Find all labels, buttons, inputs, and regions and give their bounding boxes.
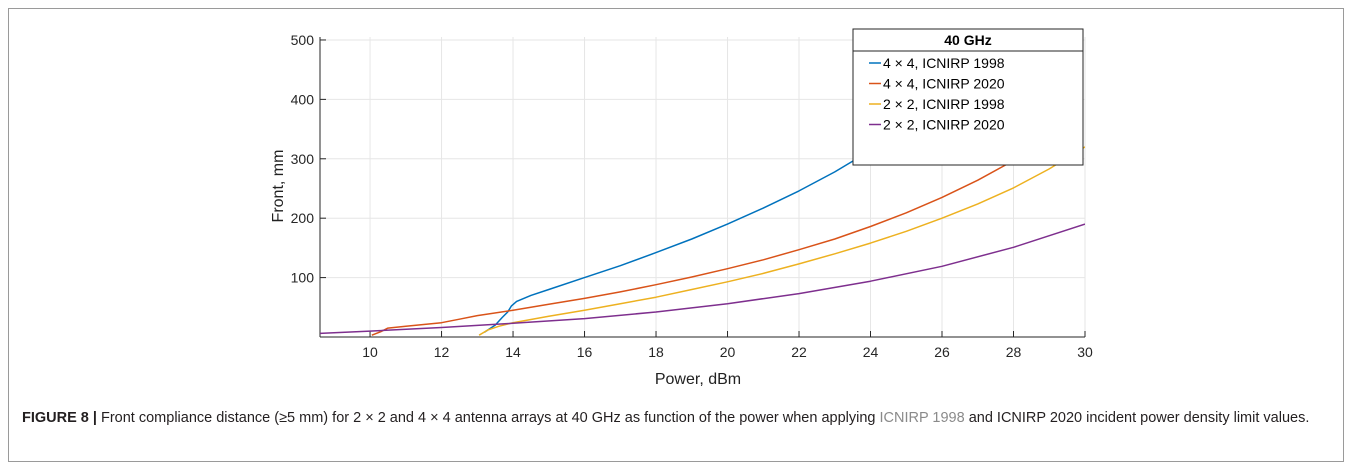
y-axis-label: Front, mm xyxy=(270,150,287,223)
y-tick-label: 300 xyxy=(291,151,315,167)
series-line-2 xyxy=(371,134,1057,336)
x-tick-label: 24 xyxy=(863,344,879,360)
x-tick-label: 18 xyxy=(648,344,664,360)
x-tick-label: 28 xyxy=(1006,344,1022,360)
x-tick-label: 12 xyxy=(434,344,450,360)
x-tick-label: 10 xyxy=(362,344,378,360)
legend-label-1: 4 × 4, ICNIRP 1998 xyxy=(883,55,1005,71)
tick-labels: 10 12 14 16 18 20 22 24 26 28 30 100 200 300 400 500 xyxy=(291,32,1093,360)
series-lines xyxy=(320,134,1085,336)
y-tick-label: 400 xyxy=(291,91,315,107)
series-line-1 xyxy=(483,135,893,333)
caption-link[interactable]: ICNIRP 1998 xyxy=(879,410,965,426)
figure-caption: FIGURE 8 | Front compliance distance (≥5… xyxy=(22,408,1322,429)
legend: 40 GHz 4 × 4, ICNIRP 1998 4 × 4, ICNIRP 20… xyxy=(852,28,1084,166)
legend-label-3: 2 × 2, ICNIRP 1998 xyxy=(883,96,1005,112)
line-chart: 10 12 14 16 18 20 22 24 26 28 30 100 200 300 400 500 Po… xyxy=(270,28,1093,388)
caption-text-1: Front compliance distance (≥5 mm) for 2 … xyxy=(96,410,880,426)
x-tick-label: 14 xyxy=(505,344,521,360)
x-tick-label: 20 xyxy=(720,344,736,360)
x-axis-label: Power, dBm xyxy=(655,371,741,388)
legend-label-2: 4 × 4, ICNIRP 2020 xyxy=(883,76,1005,92)
series-line-3 xyxy=(478,146,1085,336)
x-tick-label: 30 xyxy=(1077,344,1093,360)
legend-title: 40 GHz xyxy=(944,32,991,48)
series-line-4 xyxy=(320,223,1085,335)
grid-lines xyxy=(320,37,1086,337)
caption-text-2: and ICNIRP 2020 incident power density l… xyxy=(964,410,1310,426)
legend-box xyxy=(852,28,1084,166)
x-tick-label: 16 xyxy=(577,344,593,360)
y-tick-label: 100 xyxy=(291,270,315,286)
y-tick-label: 200 xyxy=(291,210,315,226)
axes xyxy=(319,37,1086,338)
x-tick-label: 26 xyxy=(934,344,950,360)
x-tick-label: 22 xyxy=(791,344,807,360)
caption-label: FIGURE 8 | xyxy=(22,410,97,426)
legend-label-4: 2 × 2, ICNIRP 2020 xyxy=(883,117,1005,133)
y-tick-label: 500 xyxy=(291,32,315,48)
figure-frame xyxy=(8,8,1344,462)
